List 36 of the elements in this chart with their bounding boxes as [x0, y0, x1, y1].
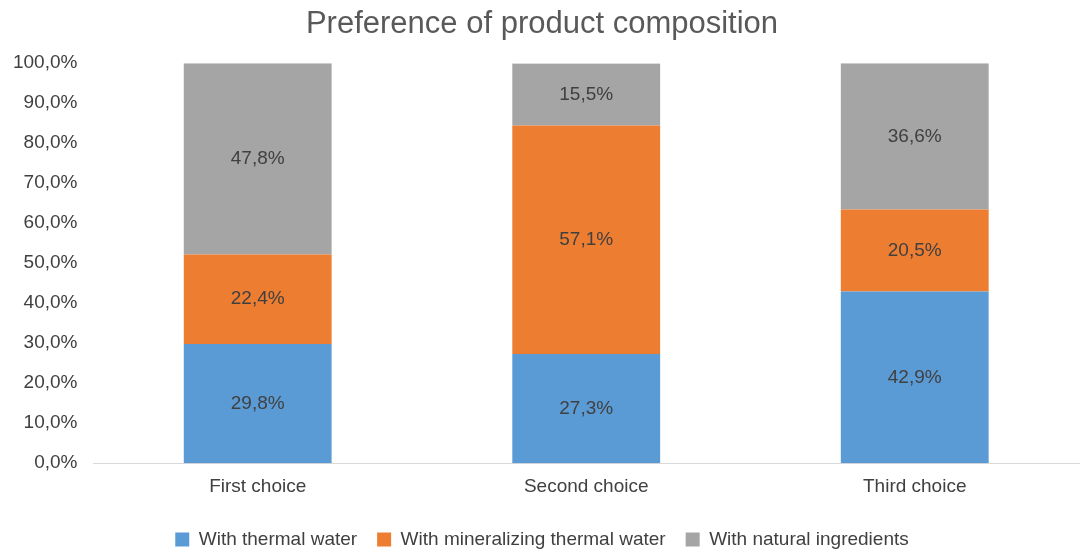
- y-tick-label: 90,0%: [23, 91, 78, 113]
- data-label: 20,5%: [887, 238, 942, 260]
- bar: [512, 354, 661, 464]
- legend-label: With natural ingredients: [709, 527, 909, 549]
- legend-label: With thermal water: [198, 527, 358, 549]
- y-tick-label: 20,0%: [23, 371, 78, 393]
- chart-title: Preference of product composition: [305, 5, 779, 41]
- bar: [840, 63, 989, 210]
- y-tick-label: 80,0%: [23, 131, 78, 153]
- y-tick-label: 0,0%: [34, 451, 78, 473]
- data-label: 47,8%: [230, 147, 285, 169]
- data-label: 57,1%: [559, 228, 614, 250]
- y-tick-label: 30,0%: [23, 331, 78, 353]
- y-tick-label: 70,0%: [23, 171, 78, 193]
- data-label: 22,4%: [230, 287, 285, 309]
- bar: [512, 63, 661, 126]
- bar: [840, 209, 989, 292]
- data-label: 15,5%: [559, 82, 614, 104]
- x-tick-label: Second choice: [523, 474, 649, 496]
- y-tick-label: 40,0%: [23, 291, 78, 313]
- bar: [183, 63, 332, 255]
- legend-label: With mineralizing thermal water: [400, 527, 667, 549]
- x-tick-label: First choice: [209, 474, 307, 496]
- y-tick-label: 50,0%: [23, 251, 78, 273]
- data-label: 29,8%: [230, 391, 285, 413]
- bar: [183, 254, 332, 344]
- bar: [183, 344, 332, 464]
- y-tick-label: 100,0%: [12, 51, 78, 73]
- y-tick-label: 60,0%: [23, 211, 78, 233]
- data-label: 27,3%: [559, 396, 614, 418]
- x-tick-label: Third choice: [862, 474, 967, 496]
- bar: [840, 291, 989, 464]
- bar: [512, 125, 661, 354]
- data-label: 42,9%: [887, 365, 942, 387]
- data-label: 36,6%: [887, 124, 942, 146]
- y-tick-label: 10,0%: [23, 411, 78, 433]
